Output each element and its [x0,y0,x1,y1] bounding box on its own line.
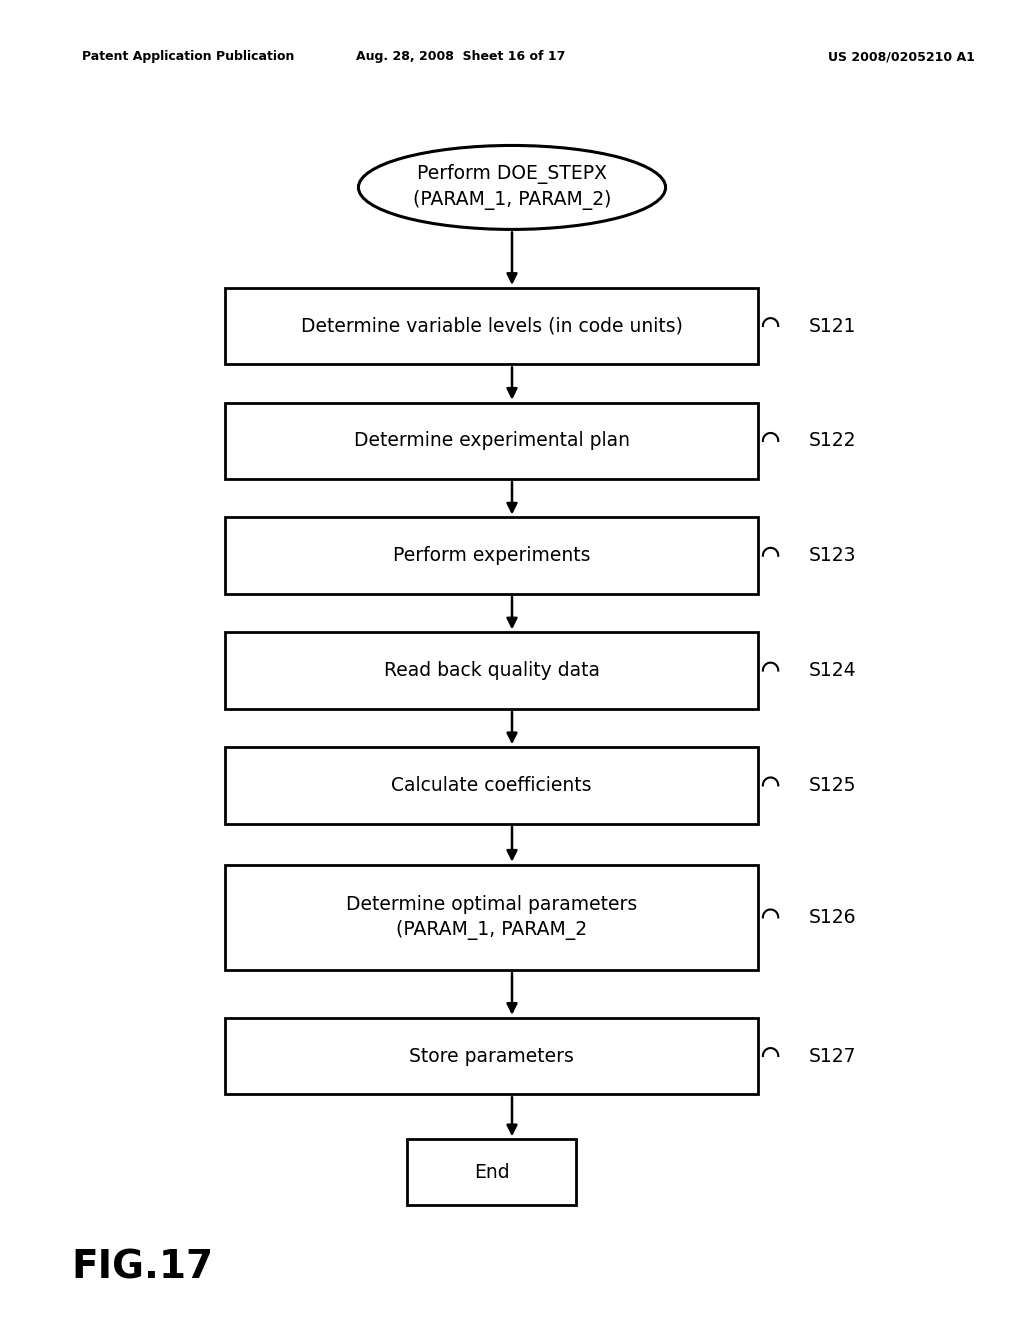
Text: S122: S122 [809,432,856,450]
Text: S125: S125 [809,776,856,795]
Bar [225,403,758,479]
Text: FIG.17: FIG.17 [72,1249,214,1286]
Bar [225,517,758,594]
Text: Patent Application Publication: Patent Application Publication [82,50,294,63]
Bar [225,632,758,709]
Bar [225,1018,758,1094]
Bar [225,865,758,970]
Text: End: End [474,1163,509,1181]
Text: S121: S121 [809,317,856,335]
Text: S126: S126 [809,908,856,927]
Text: Perform DOE_STEPX
(PARAM_1, PARAM_2): Perform DOE_STEPX (PARAM_1, PARAM_2) [413,165,611,210]
Text: Calculate coefficients: Calculate coefficients [391,776,592,795]
Bar [407,1139,575,1205]
Text: US 2008/0205210 A1: US 2008/0205210 A1 [827,50,975,63]
Text: Determine optimal parameters
(PARAM_1, PARAM_2: Determine optimal parameters (PARAM_1, P… [346,895,637,940]
Text: S124: S124 [809,661,857,680]
Bar [225,288,758,364]
Text: Determine experimental plan: Determine experimental plan [353,432,630,450]
Text: Determine variable levels (in code units): Determine variable levels (in code units… [301,317,682,335]
Text: S127: S127 [809,1047,856,1065]
Bar [225,747,758,824]
Text: Aug. 28, 2008  Sheet 16 of 17: Aug. 28, 2008 Sheet 16 of 17 [356,50,565,63]
Text: Read back quality data: Read back quality data [384,661,599,680]
Text: Store parameters: Store parameters [409,1047,574,1065]
Text: S123: S123 [809,546,856,565]
Text: Perform experiments: Perform experiments [393,546,590,565]
